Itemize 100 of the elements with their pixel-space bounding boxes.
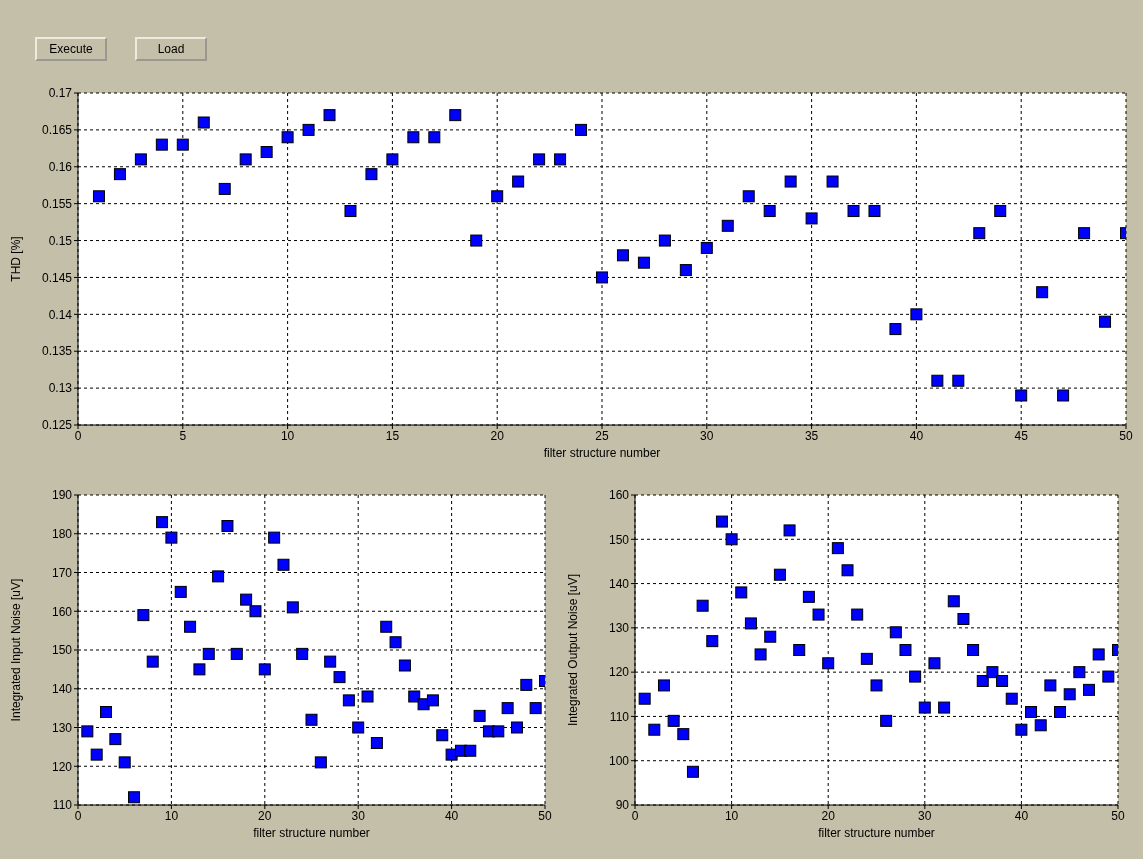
x-tick-label: 20	[258, 808, 272, 823]
y-tick-label: 150	[51, 643, 73, 658]
y-tick-label: 120	[51, 759, 73, 774]
x-tick-label: 10	[280, 428, 295, 443]
point	[721, 219, 734, 232]
point	[118, 756, 131, 769]
point	[240, 593, 253, 606]
point	[1034, 719, 1047, 732]
point	[596, 271, 608, 284]
point	[155, 138, 168, 151]
point	[976, 675, 989, 687]
y-tick-label: 160	[51, 604, 73, 619]
point	[889, 323, 902, 336]
point	[952, 374, 965, 387]
point	[134, 153, 147, 166]
point	[735, 586, 748, 599]
point	[1054, 706, 1067, 718]
point	[436, 729, 449, 742]
x-tick-label: 50	[538, 808, 552, 823]
x-tick-label: 15	[385, 428, 400, 443]
point	[212, 570, 225, 583]
point	[218, 182, 231, 195]
point	[831, 542, 844, 555]
point	[931, 374, 944, 387]
x-axis-title: filter structure number	[253, 826, 370, 840]
point	[986, 666, 999, 679]
point	[1015, 723, 1028, 736]
point	[973, 227, 986, 240]
point	[1063, 688, 1076, 701]
x-tick-label: 40	[909, 428, 924, 443]
point	[637, 256, 650, 269]
point	[805, 212, 818, 225]
y-tick-label: 0.15	[48, 233, 73, 248]
point	[464, 744, 477, 757]
point	[249, 605, 262, 618]
point	[860, 652, 873, 665]
point	[389, 636, 402, 649]
point	[324, 655, 337, 668]
point	[744, 617, 757, 630]
point	[100, 706, 113, 718]
point	[706, 635, 719, 648]
x-tick-label: 30	[700, 428, 714, 443]
point	[156, 516, 169, 529]
point	[1015, 389, 1028, 402]
x-tick-label: 50	[1111, 808, 1125, 823]
point	[305, 713, 318, 726]
x-tick-label: 40	[444, 808, 459, 823]
point	[380, 620, 393, 633]
point	[92, 190, 105, 203]
point	[686, 765, 699, 778]
point	[870, 679, 883, 692]
x-tick-label: 40	[1014, 808, 1029, 823]
point	[1036, 286, 1049, 299]
point	[230, 647, 243, 660]
x-tick-label: 50	[1119, 428, 1133, 443]
point	[851, 608, 864, 621]
point	[197, 116, 210, 129]
x-tick-label: 10	[724, 808, 739, 823]
point	[470, 234, 483, 247]
point	[725, 533, 738, 546]
y-tick-label: 190	[51, 488, 73, 503]
point	[700, 241, 713, 254]
x-tick-label: 25	[595, 428, 609, 443]
point	[333, 671, 346, 684]
point	[221, 520, 234, 532]
point	[137, 609, 150, 622]
point	[1005, 692, 1018, 705]
point	[323, 109, 336, 122]
x-axis-title: filter structure number	[543, 446, 661, 460]
y-tick-label: 0.165	[41, 123, 73, 138]
x-tick-label: 0	[631, 808, 639, 823]
point	[146, 655, 159, 668]
point	[616, 249, 629, 262]
point	[826, 175, 839, 188]
x-tick-label: 35	[804, 428, 819, 443]
point	[109, 733, 122, 746]
point	[428, 131, 441, 144]
point	[277, 558, 290, 571]
point	[648, 723, 661, 736]
y-tick-label: 160	[608, 488, 630, 503]
point	[773, 568, 786, 581]
point	[1099, 315, 1112, 328]
point	[658, 234, 671, 247]
point	[426, 694, 439, 707]
y-tick-label: 120	[608, 665, 630, 680]
y-tick-label: 110	[609, 709, 630, 724]
point	[764, 630, 777, 643]
point	[847, 205, 860, 218]
point	[742, 190, 755, 203]
point	[910, 308, 923, 321]
point	[352, 721, 365, 734]
point	[1044, 679, 1057, 692]
point	[899, 644, 912, 656]
x-tick-label: 45	[1014, 428, 1029, 443]
point	[928, 657, 941, 670]
point	[501, 702, 514, 715]
point	[239, 153, 252, 166]
y-tick-label: 0.16	[48, 160, 73, 175]
point	[638, 692, 651, 705]
point	[370, 737, 383, 749]
